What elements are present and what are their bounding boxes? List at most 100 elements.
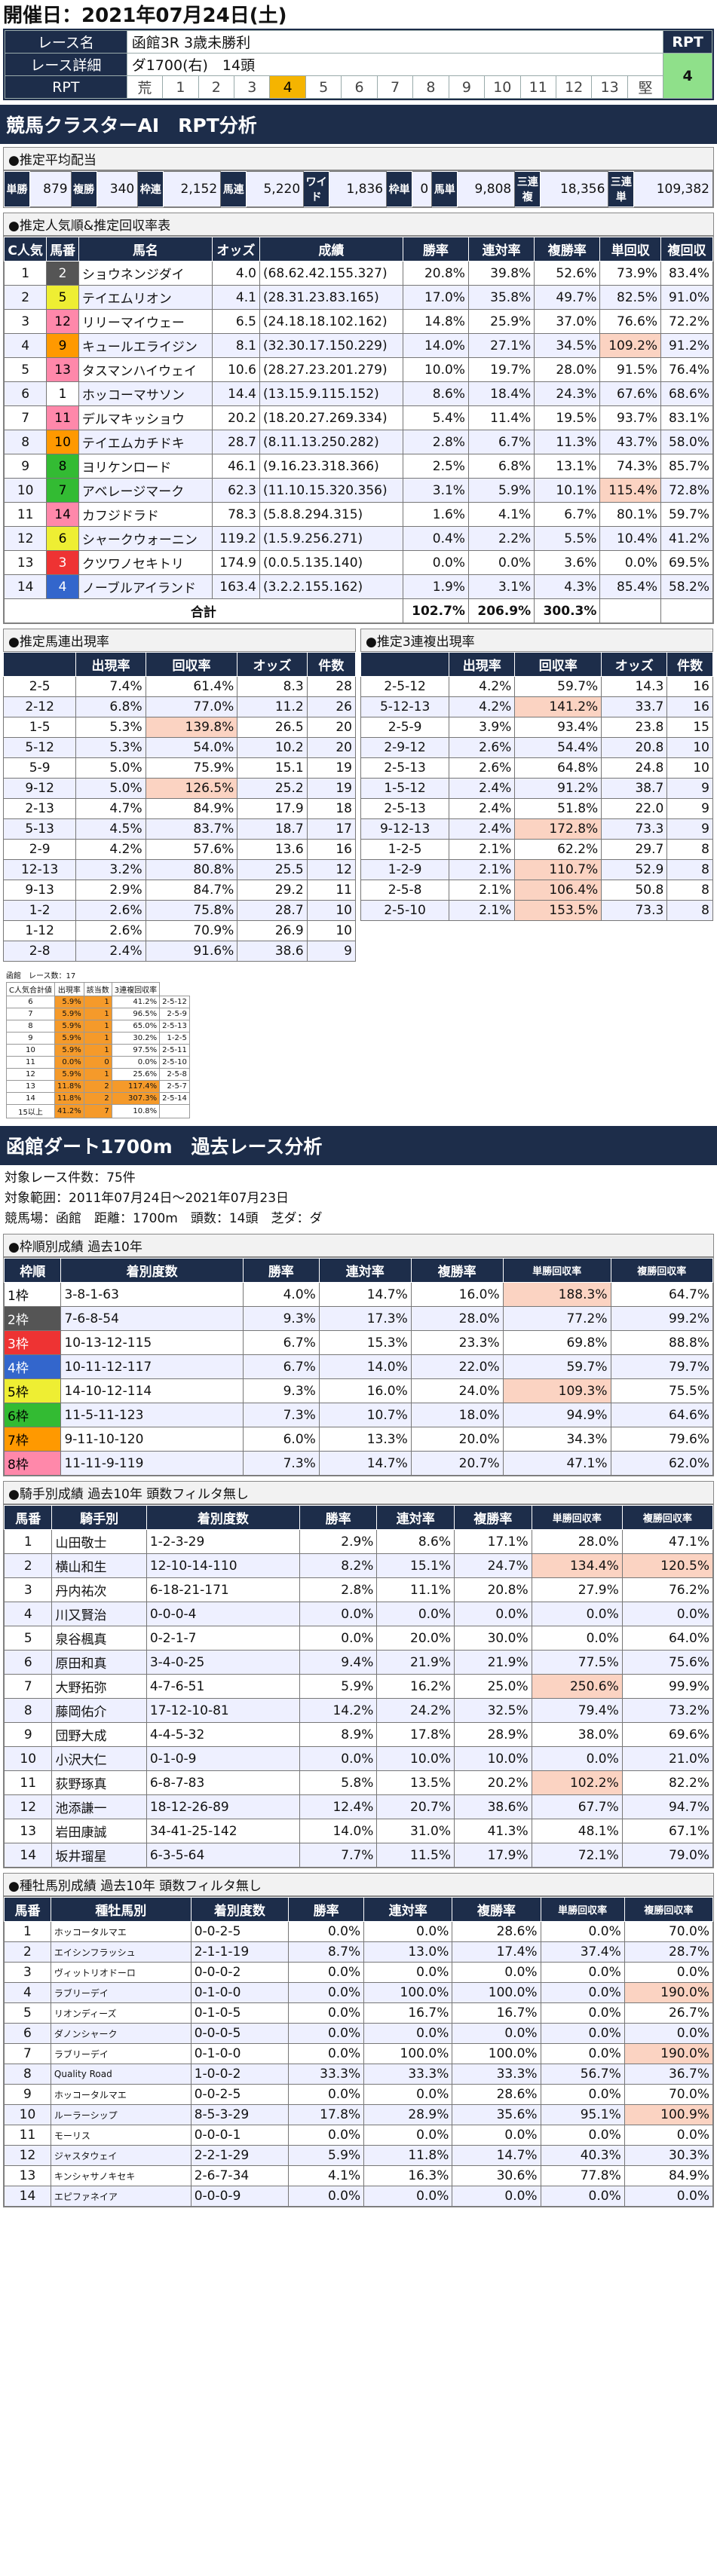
jockey-cell: 11.1% [376, 1577, 455, 1602]
table-row: 11 モーリス 0-0-0-1 0.0% 0.0% 0.0% 0.0% 0.0% [4, 2125, 714, 2146]
waku-header: 勝率 [242, 1258, 320, 1283]
waku-cell: 109.3% [502, 1378, 611, 1403]
sanren-cell: 2.6% [449, 757, 516, 779]
jockey-cell: 17-12-10-81 [146, 1698, 300, 1723]
sire-header: 種牡馬別 [50, 1897, 192, 1922]
jockey-cell: 8 [3, 1698, 53, 1723]
sanren-cell: 59.7% [514, 676, 602, 697]
umaren-cell: 12 [306, 859, 357, 880]
mini-cell: 11 [6, 1056, 55, 1069]
win-return: 67.6% [599, 381, 662, 406]
place-rate: 6.7% [467, 430, 535, 454]
waku-cell: 23.3% [410, 1330, 504, 1355]
umaren-cell: 17 [306, 818, 357, 840]
table-row: 1-5 5.3% 139.8% 26.5 20 [2, 717, 357, 738]
sire-cell: ダノンシャーク [50, 2023, 192, 2044]
table-row: 7 5.9% 1 96.5% 2-5-9 [6, 1008, 190, 1020]
show-return: 68.6% [660, 381, 713, 406]
sire-cell: 30.6% [452, 2165, 541, 2186]
jockey-cell: 28.9% [454, 1722, 532, 1747]
sanren-cell: 2.1% [449, 839, 516, 860]
jockey-cell: 4 [3, 1602, 53, 1626]
sire-cell: ヴィットリオドーロ [50, 1962, 192, 1983]
horse-name: キュールエライジン [78, 333, 213, 358]
table-row: 1-2-9 2.1% 110.7% 52.9 8 [360, 859, 713, 880]
umaren-cell: 20 [306, 737, 357, 758]
jockey-cell: 27.9% [531, 1577, 623, 1602]
mini-cell: 2-5-7 [159, 1080, 190, 1093]
waku-cell: 7.3% [242, 1451, 320, 1476]
waku-cell: 18.0% [410, 1403, 504, 1427]
pop-table: C人気 馬番 馬名 オッズ 成績 勝率 連対率 複勝率 単回収 複回収 1 2 ショウネンジダイ 4.0(… [3, 237, 713, 623]
jockey-cell: 7.7% [299, 1843, 378, 1868]
jockey-cell: 山田敬士 [51, 1529, 147, 1554]
win-rate: 0.0% [402, 550, 469, 575]
horse-name: ヨリケンロード [78, 454, 213, 479]
waku-cell: 62.0% [610, 1451, 713, 1476]
table-row: 5-12 5.3% 54.0% 10.2 20 [2, 737, 357, 758]
show-return: 76.4% [660, 357, 713, 382]
pop-rank: 1 [3, 261, 47, 286]
sire-cell: 190.0% [624, 1982, 714, 2003]
mini-cell: 11.8% [54, 1092, 84, 1105]
mini-cell: 41.2% [54, 1104, 84, 1118]
sire-cell: 0.0% [540, 2186, 625, 2207]
sire-cell: 3 [4, 1962, 51, 1983]
jockey-cell: 荻野琢真 [51, 1770, 147, 1795]
sire-cell: ホッコータルマエ [50, 2084, 192, 2105]
sire-cell: 33.3% [452, 2064, 541, 2085]
show-return: 59.7% [660, 502, 713, 527]
jockey-cell: 14.0% [299, 1819, 378, 1843]
jockey-cell: 17.1% [454, 1529, 532, 1554]
race-name: 函館3R 3歳未勝利 [126, 30, 664, 54]
waku-cell: 77.2% [502, 1306, 611, 1331]
table-row: 15以上 41.2% 7 10.8% [6, 1104, 190, 1118]
umaren-cell: 1-5 [2, 717, 77, 738]
show-rate: 5.5% [534, 526, 601, 551]
umaren-cell: 2-5 [2, 676, 77, 697]
jockey-cell: 12 [3, 1794, 53, 1819]
sire-cell: ホッコータルマエ [50, 1921, 192, 1942]
sire-cell: 0-0-0-1 [190, 2125, 290, 2146]
odds: 4.1 [211, 285, 260, 310]
jockey-cell: 藤岡佑介 [51, 1698, 147, 1723]
sanren-cell: 23.8 [601, 717, 668, 738]
place-rate: 25.9% [467, 309, 535, 334]
odds: 174.9 [211, 550, 260, 575]
sanren-cell: 1-2-5 [360, 839, 450, 860]
mini-cell: 2 [83, 1092, 112, 1105]
sire-cell: 14.7% [452, 2145, 541, 2166]
table-row: 8 Quality Road 1-0-0-2 33.3% 33.3% 33.3% 56.7%… [4, 2064, 714, 2085]
umaren-cell: 9-12 [2, 778, 77, 799]
sanren-table: 出現率 回収率 オッズ 件数 2-5-12 4.2% 59.7% 14.3 16 5-12-13 4… [360, 652, 713, 921]
sire-cell: 0.0% [540, 1962, 625, 1983]
waku-cell: 64.7% [610, 1282, 713, 1307]
sanren-cell: 2.1% [449, 880, 516, 901]
table-row: 10 ルーラーシップ 8-5-3-29 17.8% 28.9% 35.6% 95.1% 100… [4, 2104, 714, 2125]
payout-label: 複勝 [70, 171, 97, 207]
sire-header: 複勝回収率 [624, 1897, 714, 1922]
umaren-cell: 75.9% [145, 757, 238, 779]
pop-rank: 10 [3, 478, 47, 503]
waku-header: 枠順 [3, 1258, 62, 1283]
jockey-cell: 2.9% [299, 1529, 378, 1554]
sire-header: 連対率 [363, 1897, 453, 1922]
jockey-cell: 岩田康誠 [51, 1819, 147, 1843]
pop-header: 勝率 [402, 237, 469, 262]
sanren-cell: 2-5-10 [360, 900, 450, 921]
umaren-title: ●推定馬連出現率 [3, 629, 356, 652]
table-row: 6 原田和真 3-4-0-25 9.4% 21.9% 21.9% 77.5% 75.6% [3, 1650, 714, 1675]
table-row: 11 0.0% 0 0.0% 2-5-10 [6, 1056, 190, 1069]
jockey-cell: 41.3% [454, 1819, 532, 1843]
race-name-label: レース名 [5, 30, 127, 54]
sanren-cell: 106.4% [514, 880, 602, 901]
sanren-cell: 2.4% [449, 818, 516, 840]
payout-label: 馬連 [220, 171, 247, 207]
umaren-cell: 2-8 [2, 941, 77, 962]
sire-cell: 0.0% [288, 1921, 365, 1942]
jockey-cell: 坂井瑠星 [51, 1843, 147, 1868]
place-rate: 2.2% [467, 526, 535, 551]
umaren-header: 件数 [306, 652, 357, 677]
waku-cell: 20.0% [410, 1427, 504, 1452]
sire-header: 馬番 [4, 1897, 51, 1922]
